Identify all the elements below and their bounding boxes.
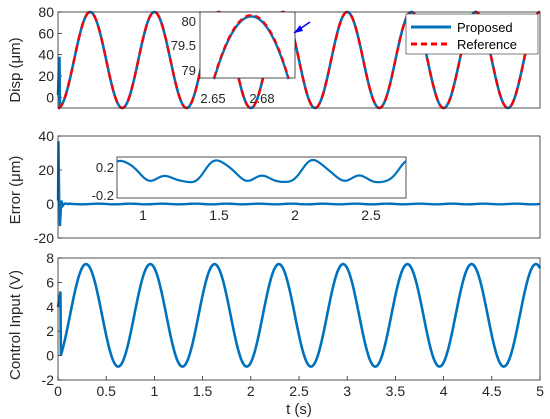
- disp-legend: Proposed Reference: [405, 13, 539, 55]
- ytick-label: 4: [46, 299, 54, 315]
- control-axes-frame: [57, 257, 541, 381]
- ytick-label: 8: [46, 250, 54, 266]
- xtick-label: 0.5: [96, 383, 116, 399]
- ytick-label: 40: [38, 47, 54, 63]
- error-inset-ytick-0-2: 0.2: [96, 160, 114, 175]
- legend-box: [405, 13, 539, 55]
- disp-inset-ytick-80: 80: [182, 14, 196, 29]
- xtick-label: 3.5: [386, 383, 406, 399]
- xtick-label: 2.5: [289, 383, 309, 399]
- disp-inset-ytick-79-5: 79.5: [171, 38, 196, 53]
- disp-panel: Disp (μm) 0 20 40 60 80 Proposed Reference 8…: [7, 4, 541, 111]
- error-axes-frame: [57, 135, 541, 239]
- error-line: [56, 141, 541, 227]
- xtick-label: 4: [440, 383, 448, 399]
- xtick-label: 0: [54, 383, 62, 399]
- ytick-label: 0: [46, 348, 54, 364]
- ytick-label: 0: [46, 89, 54, 105]
- xtick-label: 2: [247, 383, 255, 399]
- xtick-label: 4.5: [482, 383, 502, 399]
- error-inset-xtick-1: 1: [139, 207, 147, 223]
- xtick-label: 1.5: [193, 383, 213, 399]
- disp-inset-xtick-2-68: 2.68: [249, 91, 274, 106]
- error-inset-xtick-1-5: 1.5: [209, 207, 229, 223]
- ytick-label: -2: [42, 372, 55, 388]
- inset-reference-line: [213, 14, 290, 79]
- disp-lines: [56, 10, 541, 111]
- control-xlabel: t (s): [286, 401, 312, 418]
- disp-yticks: 0 20 40 60 80: [38, 4, 62, 105]
- disp-inset-ytick-79: 79: [182, 63, 196, 78]
- disp-inset: 80 79.5 79 2.65 2.68: [171, 11, 311, 106]
- error-ylabel: Error (μm): [7, 156, 24, 225]
- control-xticks: 0 0.5 1 1.5 2 2.5 3 3.5 4 4.5 5: [54, 376, 544, 399]
- control-ylabel: Control Input (V): [7, 270, 24, 380]
- ytick-label: 80: [38, 4, 54, 20]
- error-inset-xtick-2-5: 2.5: [361, 207, 381, 223]
- legend-proposed-label: Proposed: [457, 20, 513, 35]
- error-panel: Error (μm) -20 0 20 40 0.2 -0.2 1 1.5 2 2.5: [7, 128, 541, 246]
- error-lines: [56, 141, 541, 227]
- disp-inset-frame: [199, 11, 296, 79]
- ytick-label: 20: [38, 162, 54, 178]
- legend-reference-label: Reference: [457, 37, 517, 52]
- series-reference-line: [57, 10, 541, 110]
- error-inset-xtick-2: 2: [291, 207, 299, 223]
- ytick-label: 40: [38, 128, 54, 144]
- xtick-label: 5: [536, 383, 544, 399]
- ytick-label: 6: [46, 274, 54, 290]
- ytick-label: 2: [46, 323, 54, 339]
- zoom-pointer-arrowhead: [294, 25, 303, 33]
- control-yticks: -2 0 2 4 6 8: [42, 250, 62, 388]
- disp-inset-lines: [212, 14, 290, 80]
- control-line: [56, 262, 542, 368]
- xtick-label: 1: [151, 383, 159, 399]
- xtick-label: 3: [343, 383, 351, 399]
- ytick-label: 60: [38, 25, 54, 41]
- disp-inset-xtick-2-65: 2.65: [200, 91, 225, 106]
- error-inset: 0.2 -0.2 1 1.5 2 2.5: [92, 156, 407, 223]
- disp-axes-frame: [57, 11, 541, 109]
- ytick-label: -20: [34, 230, 54, 246]
- error-inset-line: [116, 158, 407, 184]
- control-lines: [56, 262, 542, 368]
- ytick-label: 0: [46, 196, 54, 212]
- ytick-label: 20: [38, 68, 54, 84]
- error-inset-frame: [116, 156, 407, 199]
- error-yticks: -20 0 20 40: [34, 128, 62, 246]
- error-inset-ytick-neg0-2: -0.2: [92, 188, 114, 203]
- disp-ylabel: Disp (μm): [7, 37, 24, 102]
- error-inset-lines: [116, 158, 407, 184]
